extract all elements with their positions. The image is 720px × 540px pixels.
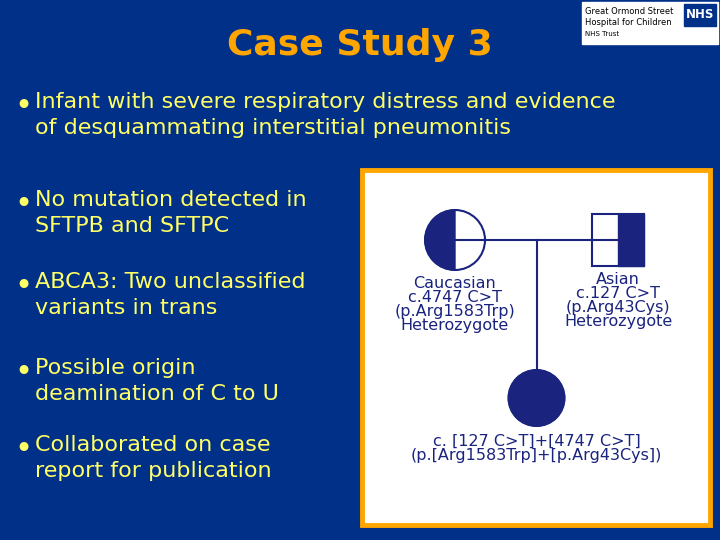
Bar bbox=[582, 2, 718, 44]
Text: NHS: NHS bbox=[686, 9, 714, 22]
Circle shape bbox=[425, 210, 485, 270]
Text: Asian: Asian bbox=[596, 272, 640, 287]
Text: Heterozygote: Heterozygote bbox=[401, 318, 509, 333]
Text: Infant with severe respiratory distress and evidence
of desquammating interstiti: Infant with severe respiratory distress … bbox=[35, 92, 616, 138]
Text: (p.[Arg1583Trp]+[p.Arg43Cys]): (p.[Arg1583Trp]+[p.Arg43Cys]) bbox=[411, 448, 662, 463]
Bar bbox=[592, 214, 644, 266]
Text: (p.Arg1583Trp): (p.Arg1583Trp) bbox=[395, 304, 516, 319]
Text: c. [127 C>T]+[4747 C>T]: c. [127 C>T]+[4747 C>T] bbox=[433, 434, 640, 449]
Text: ABCA3: Two unclassified
variants in trans: ABCA3: Two unclassified variants in tran… bbox=[35, 272, 305, 318]
Text: Case Study 3: Case Study 3 bbox=[227, 28, 493, 62]
Bar bbox=[618, 214, 644, 266]
Text: c.4747 C>T: c.4747 C>T bbox=[408, 290, 502, 305]
Text: Hospital for Children: Hospital for Children bbox=[585, 18, 672, 27]
Bar bbox=[684, 4, 716, 26]
Text: No mutation detected in
SFTPB and SFTPC: No mutation detected in SFTPB and SFTPC bbox=[35, 190, 307, 235]
Text: Heterozygote: Heterozygote bbox=[564, 314, 672, 329]
Text: (p.Arg43Cys): (p.Arg43Cys) bbox=[566, 300, 670, 315]
Bar bbox=[362, 170, 710, 525]
Text: Caucasian: Caucasian bbox=[413, 276, 496, 291]
Text: •: • bbox=[14, 272, 32, 301]
Text: Great Ormond Street: Great Ormond Street bbox=[585, 7, 673, 16]
Text: NHS Trust: NHS Trust bbox=[585, 31, 619, 37]
Text: Collaborated on case
report for publication: Collaborated on case report for publicat… bbox=[35, 435, 271, 481]
Text: •: • bbox=[14, 435, 32, 464]
Text: •: • bbox=[14, 358, 32, 387]
Circle shape bbox=[508, 370, 564, 426]
Text: c.127 C>T: c.127 C>T bbox=[576, 286, 660, 301]
Bar bbox=[592, 214, 644, 266]
Text: •: • bbox=[14, 190, 32, 219]
Text: •: • bbox=[14, 92, 32, 121]
Wedge shape bbox=[425, 210, 455, 270]
Text: Possible origin
deamination of C to U: Possible origin deamination of C to U bbox=[35, 358, 279, 403]
